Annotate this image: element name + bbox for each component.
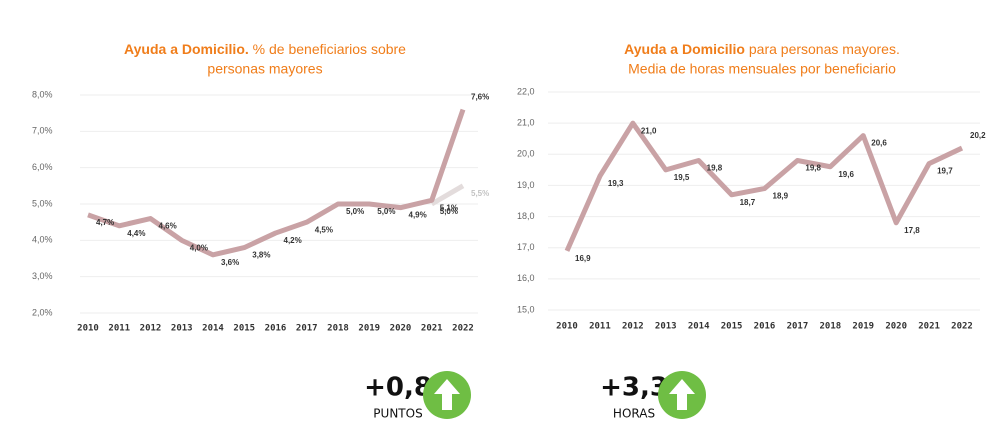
title-bold: Ayuda a Domicilio. xyxy=(124,41,249,57)
data-label: 20,6 xyxy=(871,139,887,148)
data-label: 5,0% xyxy=(346,207,364,216)
x-tick-label: 2016 xyxy=(265,324,287,334)
data-label: 19,7 xyxy=(937,167,953,176)
data-label: 5,0% xyxy=(377,207,395,216)
x-tick-label: 2020 xyxy=(885,322,907,332)
x-tick-label: 2014 xyxy=(688,322,710,332)
x-tick-label: 2010 xyxy=(556,322,578,332)
chart-title-line2: personas mayores xyxy=(207,61,322,77)
data-label: 4,9% xyxy=(409,211,427,220)
chart-title: Ayuda a Domicilio. % de beneficiarios so… xyxy=(124,41,406,57)
data-label: 5,0% xyxy=(440,207,458,216)
x-tick-label: 2013 xyxy=(655,322,677,332)
data-line xyxy=(87,108,466,258)
data-label: 18,7 xyxy=(740,198,756,207)
x-tick-label: 2014 xyxy=(202,324,224,334)
x-tick-label: 2011 xyxy=(108,324,130,334)
indicator-value: +3,3 xyxy=(600,373,668,403)
y-tick-label: 19,0 xyxy=(517,180,535,190)
data-line xyxy=(430,183,465,207)
x-tick-label: 2020 xyxy=(390,324,412,334)
y-tick-label: 7,0% xyxy=(32,126,53,136)
up-arrow-icon xyxy=(423,371,471,419)
title-rest: % de beneficiarios sobre xyxy=(253,41,407,57)
x-tick-label: 2016 xyxy=(754,322,776,332)
chart-title-line2: Media de horas mensuales por beneficiari… xyxy=(628,61,896,77)
x-tick-label: 2021 xyxy=(918,322,940,332)
y-tick-label: 4,0% xyxy=(32,235,53,245)
data-label: 4,5% xyxy=(315,225,333,234)
x-tick-label: 2017 xyxy=(296,324,318,334)
data-label: 4,6% xyxy=(159,222,177,231)
up-arrow-icon xyxy=(658,371,706,419)
data-label: 19,6 xyxy=(838,170,854,179)
data-label: 3,6% xyxy=(221,258,239,267)
data-label: 4,0% xyxy=(190,243,208,252)
data-label: 4,2% xyxy=(284,236,302,245)
data-label: 3,8% xyxy=(252,251,270,260)
y-tick-label: 8,0% xyxy=(32,89,53,99)
x-tick-label: 2022 xyxy=(951,322,973,332)
data-label: 16,9 xyxy=(575,254,591,263)
data-label: 4,7% xyxy=(96,218,114,227)
y-tick-label: 22,0 xyxy=(517,86,535,96)
data-label: 19,3 xyxy=(608,179,624,188)
chart-title: Ayuda a Domicilio para personas mayores. xyxy=(624,41,900,57)
data-label: 18,9 xyxy=(773,192,789,201)
data-label: 17,8 xyxy=(904,226,920,235)
y-tick-label: 21,0 xyxy=(517,118,535,128)
x-tick-label: 2012 xyxy=(622,322,644,332)
y-tick-label: 17,0 xyxy=(517,242,535,252)
x-tick-label: 2015 xyxy=(233,324,255,334)
y-tick-label: 15,0 xyxy=(517,304,535,314)
x-tick-label: 2017 xyxy=(787,322,809,332)
indicator-value: +0,8 xyxy=(364,373,432,403)
data-label: 5,1% xyxy=(440,203,458,212)
x-tick-label: 2012 xyxy=(140,324,162,334)
x-tick-label: 2022 xyxy=(452,324,474,334)
x-tick-label: 2018 xyxy=(819,322,841,332)
y-tick-label: 18,0 xyxy=(517,211,535,221)
y-tick-label: 16,0 xyxy=(517,273,535,283)
data-label: 21,0 xyxy=(641,126,657,135)
x-tick-label: 2010 xyxy=(77,324,99,334)
y-tick-label: 20,0 xyxy=(517,149,535,159)
x-tick-label: 2019 xyxy=(852,322,874,332)
x-tick-label: 2018 xyxy=(327,324,349,334)
data-label: 19,8 xyxy=(707,164,723,173)
title-bold: Ayuda a Domicilio xyxy=(624,41,745,57)
data-label: 5,5% xyxy=(471,189,489,198)
y-tick-label: 5,0% xyxy=(32,198,53,208)
x-tick-label: 2021 xyxy=(421,324,443,334)
x-tick-label: 2019 xyxy=(358,324,380,334)
data-line xyxy=(564,120,964,252)
data-label: 19,8 xyxy=(805,164,821,173)
data-label: 4,4% xyxy=(127,229,145,238)
x-tick-label: 2011 xyxy=(589,322,611,332)
title-rest: para personas mayores. xyxy=(749,41,900,57)
y-tick-label: 2,0% xyxy=(32,307,53,317)
data-label: 19,5 xyxy=(674,173,690,182)
y-tick-label: 6,0% xyxy=(32,162,53,172)
x-tick-label: 2013 xyxy=(171,324,193,334)
indicator-unit: PUNTOS xyxy=(373,407,422,421)
indicator-unit: HORAS xyxy=(613,407,655,421)
data-label: 7,6% xyxy=(471,93,489,102)
x-tick-label: 2015 xyxy=(721,322,743,332)
data-label: 20,2 xyxy=(970,131,986,140)
y-tick-label: 3,0% xyxy=(32,271,53,281)
